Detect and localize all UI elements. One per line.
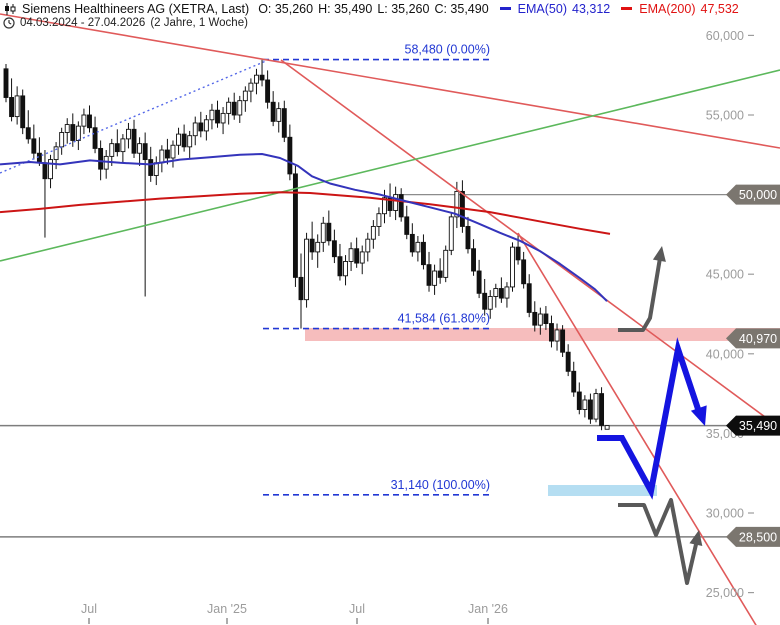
y-tick-label: 60,000	[706, 29, 744, 43]
drawn-annotations	[597, 245, 713, 585]
x-axis: Jul Jan '25 Jul Jan '26	[81, 602, 508, 624]
low-value: L: 35,260	[377, 2, 430, 16]
price-tag-40970[interactable]: 40,970	[726, 328, 780, 349]
range-period: (2 Jahre, 1 Woche)	[150, 17, 248, 29]
projected-path-arrow[interactable]	[597, 337, 713, 500]
x-tick-label: Jan '25	[207, 602, 247, 616]
red-fan-steep	[280, 59, 780, 429]
y-axis: 60,00055,00045,00040,00035,00030,00025,0…	[706, 29, 754, 600]
y-tick-label: 30,000	[706, 507, 744, 521]
svg-text:35,490: 35,490	[739, 419, 777, 433]
svg-text:50,000: 50,000	[739, 188, 777, 202]
x-tick-label: Jul	[349, 602, 365, 616]
ema200-value: 47,532	[700, 2, 739, 16]
fib-label: 31,140 (100.00%)	[391, 478, 490, 492]
zone-bands	[305, 328, 780, 496]
fibonacci-levels: 58,480 (0.00%) 41,584 (61.80%) 31,140 (100…	[263, 43, 490, 496]
instrument-title: Siemens Healthineers AG (XETRA, Last)	[22, 2, 250, 16]
ema200-label: EMA(200)	[639, 2, 696, 16]
y-tick-label: 40,000	[706, 347, 744, 361]
x-tick-label: Jul	[81, 602, 97, 616]
fib-label: 41,584 (61.80%)	[398, 312, 490, 326]
ema200-legend-dash-icon	[621, 6, 633, 10]
candles-layer	[3, 59, 610, 431]
clock-icon	[3, 17, 15, 29]
chart-range-row: 04.03.2024 - 27.04.2026 (2 Jahre, 1 Woch…	[3, 17, 248, 29]
y-tick-label: 25,000	[706, 586, 744, 600]
target-zone-lightblue	[548, 485, 657, 496]
red-fan-shallow	[0, 13, 780, 149]
ema50-line	[0, 153, 608, 302]
trendlines	[0, 13, 780, 625]
svg-text:40,970: 40,970	[739, 332, 777, 346]
ema200-line	[0, 191, 611, 235]
ema50-legend-dash-icon	[499, 6, 511, 10]
high-value: H: 35,490	[318, 2, 373, 16]
y-tick-label: 55,000	[706, 109, 744, 123]
breakdown-zigzag-arrow[interactable]	[618, 498, 705, 585]
date-range: 04.03.2024 - 27.04.2026	[20, 17, 146, 29]
fib-label: 58,480 (0.00%)	[405, 43, 490, 57]
red-downtrend-steepest	[517, 232, 757, 625]
breakout-up-arrow[interactable]	[618, 245, 668, 332]
price-tag-50000[interactable]: 50,000	[726, 184, 780, 205]
x-tick-label: Jan '26	[468, 602, 508, 616]
svg-text:28,500: 28,500	[739, 530, 777, 544]
price-tag-35490[interactable]: 35,490	[726, 415, 780, 436]
price-tags: 50,000 40,970 35,490 28,500	[726, 184, 780, 547]
chart-header: Siemens Healthineers AG (XETRA, Last) O:…	[3, 2, 739, 16]
green-ascending-support	[0, 69, 780, 262]
candlestick-icon	[5, 3, 16, 15]
ema50-label: EMA(50)	[517, 2, 567, 16]
support-zone-pink	[305, 328, 780, 341]
y-tick-label: 45,000	[706, 268, 744, 282]
blue-dotted-uptrend	[0, 60, 267, 174]
open-value: O: 35,260	[258, 2, 314, 16]
price-tag-28500[interactable]: 28,500	[726, 526, 780, 547]
ema50-value: 43,312	[572, 2, 611, 16]
close-value: C: 35,490	[434, 2, 489, 16]
